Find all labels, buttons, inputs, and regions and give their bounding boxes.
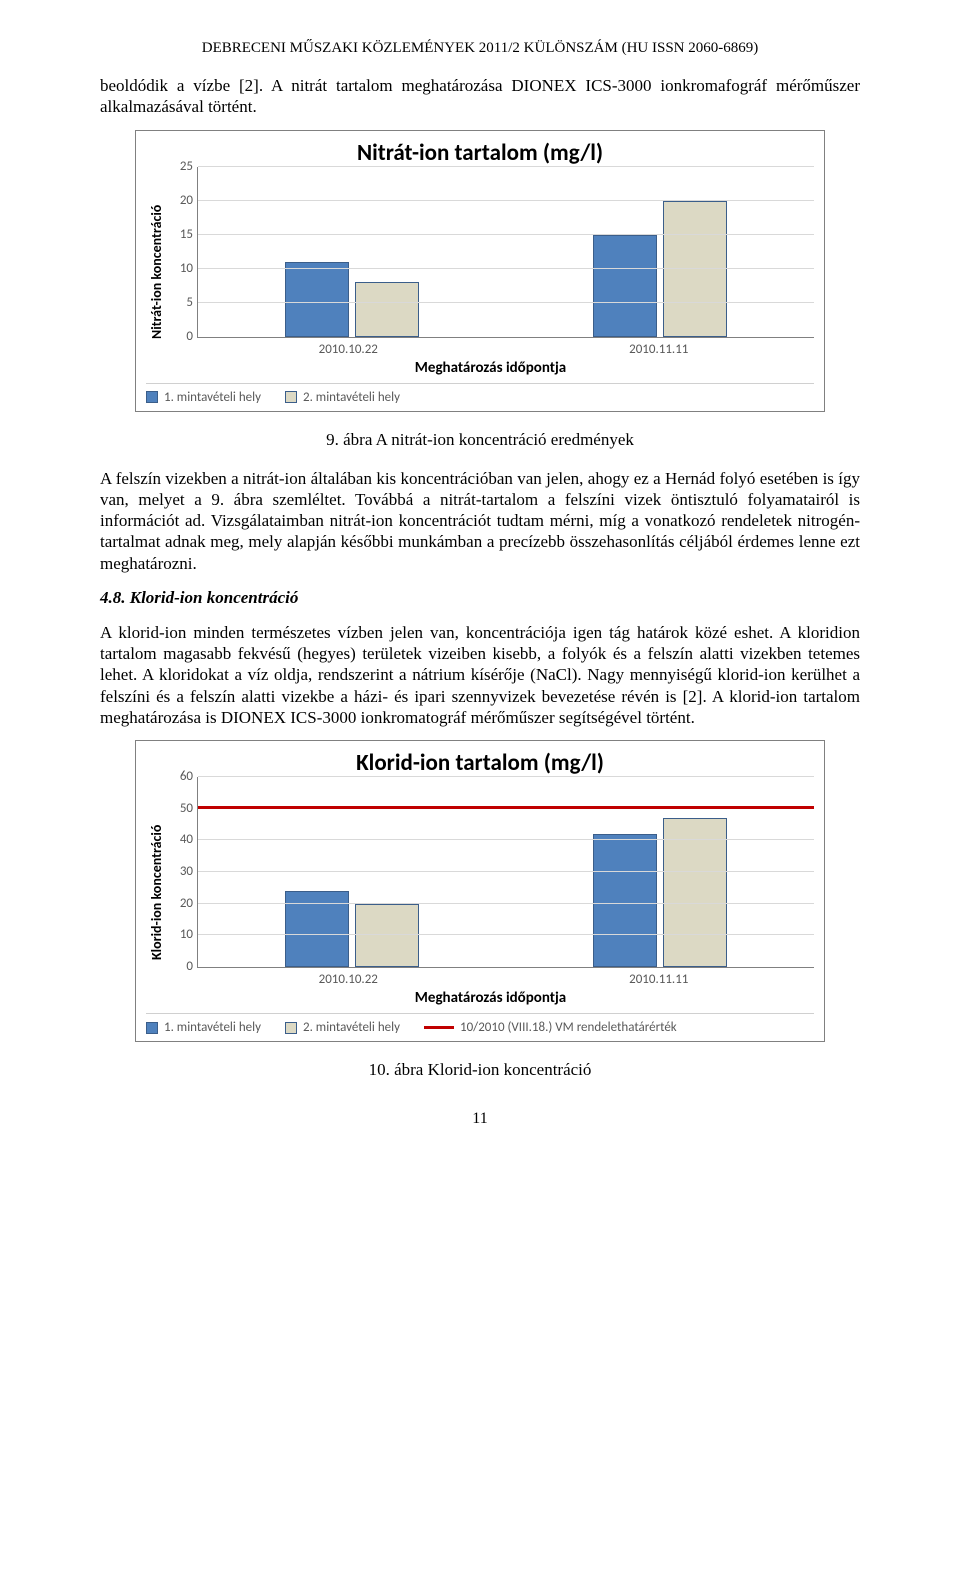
bar [663,818,727,967]
chart2-xlabel: Meghatározás időpontja [167,989,814,1007]
threshold-line [198,806,814,809]
xtick-label: 2010.11.11 [504,972,815,987]
bar [355,282,419,336]
xtick-label: 2010.11.11 [504,342,815,357]
paragraph-2: A felszín vizekben a nitrát-ion általába… [100,468,860,574]
chart2-plot-area [197,777,814,968]
caption-1: 9. ábra A nitrát-ion koncentráció eredmé… [100,430,860,450]
gridline [198,166,814,167]
chart2-xticks: 2010.10.222010.11.11 [167,972,814,987]
nitrate-chart: Nitrát-ion tartalom (mg/l) Nitrát-ion ko… [135,130,825,412]
legend-line-icon [424,1026,454,1029]
section-title-48: 4.8. Klorid-ion koncentráció [100,588,860,608]
legend-item: 2. mintavételi hely [285,1020,400,1035]
bar [593,235,657,337]
legend-item: 1. mintavételi hely [146,390,261,405]
legend-item: 1. mintavételi hely [146,1020,261,1035]
legend-swatch-icon [146,391,158,403]
chart1-xlabel: Meghatározás időpontja [167,359,814,377]
legend-item: 10/2010 (VIII.18.) VM rendelethatárérték [424,1020,677,1035]
gridline [198,268,814,269]
xtick-label: 2010.10.22 [193,342,504,357]
caption-2: 10. ábra Klorid-ion koncentráció [100,1060,860,1080]
gridline [198,200,814,201]
legend-swatch-icon [285,391,297,403]
chart2-ylabel: Klorid-ion koncentráció [146,777,167,1007]
bar [663,201,727,337]
chart1-plot-area [197,167,814,338]
legend-label: 1. mintavételi hely [164,390,261,405]
chart1-ylabel: Nitrát-ion koncentráció [146,167,167,377]
legend-label: 1. mintavételi hely [164,1020,261,1035]
gridline [198,871,814,872]
chart1-title: Nitrát-ion tartalom (mg/l) [146,139,814,167]
gridline [198,302,814,303]
legend-label: 10/2010 (VIII.18.) VM rendelethatárérték [460,1020,677,1035]
gridline [198,776,814,777]
bar-group [198,167,506,337]
bar [285,262,349,337]
bar [593,834,657,967]
xtick-label: 2010.10.22 [193,972,504,987]
legend-item: 2. mintavételi hely [285,390,400,405]
chart2-title: Klorid-ion tartalom (mg/l) [146,749,814,777]
paragraph-3: A klorid-ion minden természetes vízben j… [100,622,860,728]
gridline [198,903,814,904]
chloride-chart: Klorid-ion tartalom (mg/l) Klorid-ion ko… [135,740,825,1042]
gridline [198,234,814,235]
legend-swatch-icon [285,1022,297,1034]
bar-group [506,167,814,337]
page-number: 11 [100,1110,860,1128]
legend-label: 2. mintavételi hely [303,390,400,405]
chart2-yticks: 0102030405060 [167,777,197,967]
gridline [198,934,814,935]
gridline [198,839,814,840]
legend-swatch-icon [146,1022,158,1034]
chart1-legend: 1. mintavételi hely 2. mintavételi hely [146,383,814,405]
chart2-legend: 1. mintavételi hely 2. mintavételi hely 10… [146,1013,814,1035]
page-header: DEBRECENI MŰSZAKI KÖZLEMÉNYEK 2011/2 KÜL… [100,40,860,57]
chart1-yticks: 0510152025 [167,167,197,337]
chart1-xticks: 2010.10.222010.11.11 [167,342,814,357]
legend-label: 2. mintavételi hely [303,1020,400,1035]
paragraph-1: beoldódik a vízbe [2]. A nitrát tartalom… [100,75,860,118]
